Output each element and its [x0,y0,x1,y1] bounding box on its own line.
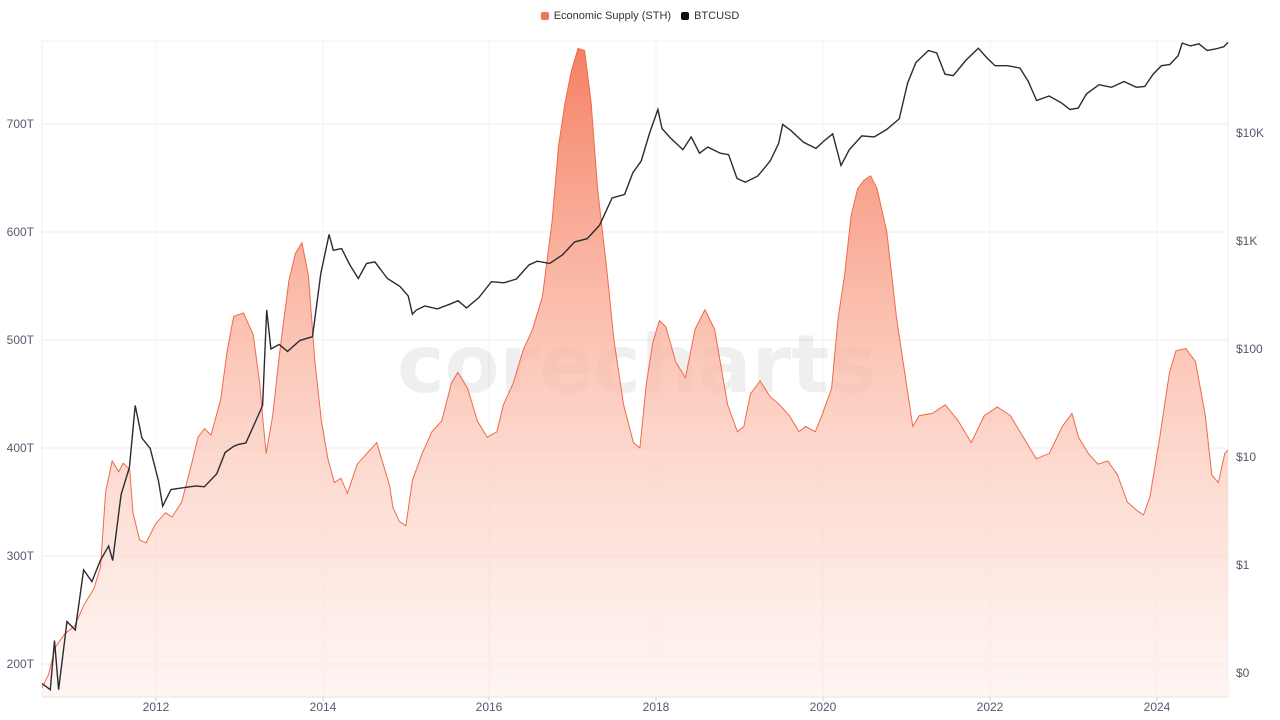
legend-label-btcusd: BTCUSD [694,10,740,22]
x-axis: 2012 2014 2016 2018 2020 2022 2024 [143,697,1171,714]
svg-text:200T: 200T [7,657,35,671]
chart-legend: Economic Supply (STH) BTCUSD [0,10,1280,22]
legend-item-btcusd[interactable]: BTCUSD [681,10,739,22]
right-axis: $10K $1K $100 $10 $1 $0 [1236,126,1264,680]
btcusd-swatch-icon [681,12,690,20]
svg-text:$1K: $1K [1236,234,1257,248]
svg-text:2016: 2016 [476,700,503,714]
svg-text:$10K: $10K [1236,126,1264,140]
svg-text:$100: $100 [1236,342,1263,356]
legend-item-sth[interactable]: Economic Supply (STH) [540,10,672,22]
svg-text:$0: $0 [1236,666,1250,680]
svg-text:2024: 2024 [1144,700,1171,714]
svg-text:$1: $1 [1236,558,1250,572]
sth-swatch-icon [540,12,549,20]
svg-text:2012: 2012 [143,700,170,714]
watermark: corecharts [397,318,877,411]
sth-line [41,47,1229,689]
svg-text:2018: 2018 [643,700,670,714]
btcusd-line [41,41,1229,692]
svg-text:300T: 300T [7,549,35,563]
svg-text:2014: 2014 [310,700,337,714]
svg-text:2020: 2020 [810,700,837,714]
left-axis: 700T 600T 500T 400T 300T 200T [7,117,35,671]
svg-text:2022: 2022 [977,700,1004,714]
sth-area [42,48,1228,697]
svg-text:400T: 400T [7,441,35,455]
svg-text:$10: $10 [1236,450,1256,464]
svg-text:700T: 700T [7,117,35,131]
legend-label-sth: Economic Supply (STH) [553,10,672,22]
svg-text:500T: 500T [7,333,35,347]
svg-text:600T: 600T [7,225,35,239]
